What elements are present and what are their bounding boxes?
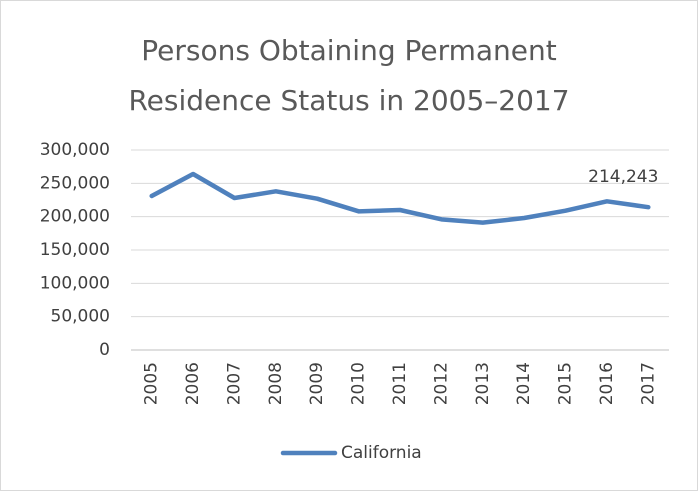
x-tick-label: 2005	[142, 362, 162, 405]
x-tick-label: 2010	[349, 362, 369, 405]
y-tick-label: 50,000	[51, 307, 110, 327]
y-tick-label: 200,000	[40, 207, 110, 227]
x-tick-label: 2016	[597, 362, 617, 405]
x-tick-label: 2008	[266, 362, 286, 405]
x-tick-label: 2017	[638, 362, 658, 405]
x-tick-label: 2011	[390, 362, 410, 405]
y-tick-label: 150,000	[40, 240, 110, 260]
x-tick-label: 2009	[307, 362, 327, 405]
x-tick-label: 2006	[183, 362, 203, 405]
x-tick-label: 2007	[224, 362, 244, 405]
y-tick-label: 100,000	[40, 273, 110, 293]
y-tick-label: 300,000	[40, 140, 110, 160]
x-tick-label: 2014	[514, 362, 534, 405]
x-tick-label: 2015	[556, 362, 576, 405]
y-tick-label: 0	[99, 340, 110, 360]
y-tick-label: 250,000	[40, 173, 110, 193]
data-line	[149, 171, 651, 225]
chart-title: Persons Obtaining Permanent Residence St…	[128, 34, 570, 117]
legend-label: California	[341, 443, 422, 463]
data-label: 214,243	[588, 167, 658, 187]
x-tick-label: 2012	[431, 362, 451, 405]
x-tick-label: 2013	[473, 362, 493, 405]
